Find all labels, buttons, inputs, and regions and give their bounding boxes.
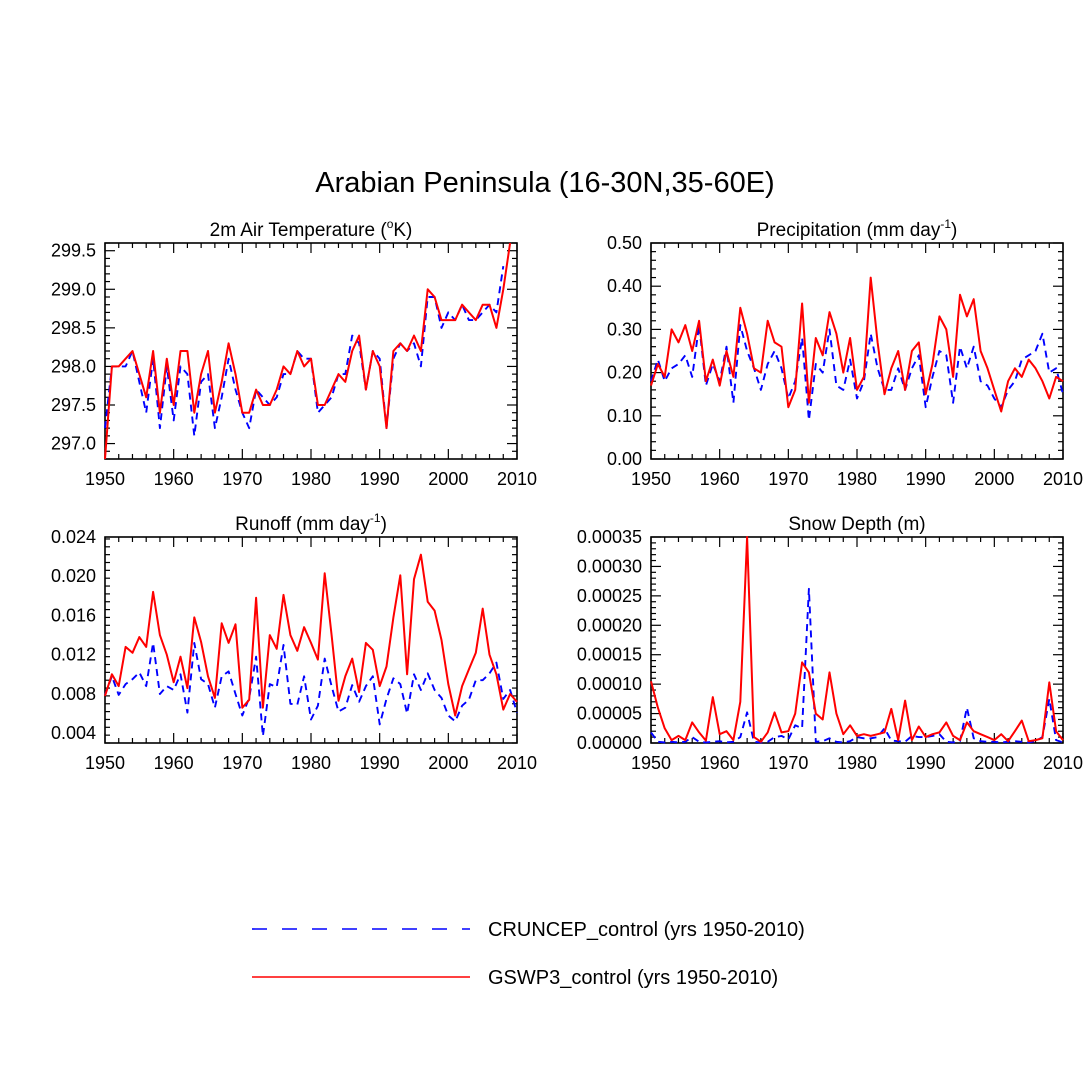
air-temperature-title: 2m Air Temperature (oK) [210,217,413,241]
snow-depth-xtick-label: 2000 [974,753,1014,773]
air-temperature-ytick-label: 297.0 [51,434,96,454]
air-temperature-ytick-label: 298.5 [51,318,96,338]
snow-depth-xtick-label: 1960 [700,753,740,773]
snow-depth-ytick-label: 0.00030 [577,556,642,576]
air-temperature-xtick-label: 2000 [428,469,468,489]
precipitation-xtick-label: 1980 [837,469,877,489]
snow-depth-ytick-label: 0.00000 [577,733,642,753]
panel-snow-depth: Snow Depth (m) 1950 1960 1970 1980 1990 2000 20… [577,514,1083,773]
air-temperature-xtick-label: 1960 [154,469,194,489]
runoff-series-gswp3 [104,553,518,717]
air-temperature-ytick-label: 299.0 [51,279,96,299]
precipitation-ytick-label: 0.30 [607,319,642,339]
runoff-ytick-label: 0.008 [51,684,96,704]
precipitation-xtick-label: 1990 [906,469,946,489]
snow-depth-ytick-label: 0.00010 [577,674,642,694]
snow-depth-ytick-label: 0.00035 [577,527,642,547]
air-temperature-ytick-label: 299.5 [51,241,96,261]
runoff-xtick-label: 1950 [85,753,125,773]
air-temperature-plot-frame [104,242,518,460]
precipitation-ytick-label: 0.00 [607,449,642,469]
panel-air-temperature: 2m Air Temperature (oK) 1950 1960 1970 1980 1… [51,217,537,489]
runoff-ytick-label: 0.024 [51,527,96,547]
figure-title: Arabian Peninsula (16-30N,35-60E) [315,167,774,199]
snow-depth-series-cruncep [650,587,1064,744]
precipitation-ytick-label: 0.10 [607,406,642,426]
runoff-series-cruncep [104,641,518,738]
snow-depth-ytick-label: 0.00025 [577,586,642,606]
runoff-ytick-label: 0.020 [51,566,96,586]
runoff-title: Runoff (mm day-1) [235,511,387,535]
air-temperature-series-cruncep [104,265,505,437]
precipitation-xtick-label: 2010 [1043,469,1083,489]
snow-depth-plot-frame [650,536,1064,744]
precipitation-series-gswp3 [650,276,1064,413]
snow-depth-xtick-label: 1990 [906,753,946,773]
precipitation-plot-frame [650,242,1064,460]
legend-cruncep-label: CRUNCEP_control (yrs 1950-2010) [488,919,805,941]
snow-depth-xtick-label: 1970 [768,753,808,773]
runoff-xtick-label: 2000 [428,753,468,773]
precipitation-ytick-label: 0.50 [607,233,642,253]
air-temperature-xtick-label: 1990 [360,469,400,489]
precipitation-series-cruncep [650,324,1064,422]
panel-runoff: Runoff (mm day-1) 1950 1960 1970 1980 1990 200… [51,511,537,773]
snow-depth-ytick-label: 0.00020 [577,615,642,635]
precipitation-ytick-label: 0.40 [607,276,642,296]
precipitation-title: Precipitation (mm day-1) [757,217,958,241]
snow-depth-ytick-label: 0.00015 [577,645,642,665]
runoff-xtick-label: 1990 [360,753,400,773]
runoff-xtick-label: 2010 [497,753,537,773]
panel-precipitation: Precipitation (mm day-1) 1950 1960 1970 1980… [607,217,1083,489]
runoff-xtick-label: 1970 [222,753,262,773]
air-temperature-xtick-label: 1980 [291,469,331,489]
air-temperature-xtick-label: 1950 [85,469,125,489]
air-temperature-xtick-label: 1970 [222,469,262,489]
precipitation-xtick-label: 1970 [768,469,808,489]
snow-depth-title: Snow Depth (m) [788,514,925,535]
precipitation-ytick-label: 0.20 [607,363,642,383]
snow-depth-ytick-label: 0.00005 [577,704,642,724]
runoff-ytick-label: 0.016 [51,605,96,625]
air-temperature-ytick-label: 297.5 [51,395,96,415]
precipitation-xtick-label: 1960 [700,469,740,489]
snow-depth-xtick-label: 1980 [837,753,877,773]
air-temperature-series-gswp3 [104,242,512,460]
runoff-xtick-label: 1960 [154,753,194,773]
runoff-ytick-label: 0.012 [51,645,96,665]
snow-depth-xtick-label: 2010 [1043,753,1083,773]
air-temperature-ytick-label: 298.0 [51,356,96,376]
snow-depth-series-gswp3 [650,536,1064,743]
legend-gswp3-label: GSWP3_control (yrs 1950-2010) [488,967,778,989]
precipitation-xtick-label: 2000 [974,469,1014,489]
air-temperature-xtick-label: 2010 [497,469,537,489]
precipitation-xtick-label: 1950 [631,469,671,489]
snow-depth-xtick-label: 1950 [631,753,671,773]
runoff-xtick-label: 1980 [291,753,331,773]
runoff-ytick-label: 0.004 [51,723,96,743]
legend: CRUNCEP_control (yrs 1950-2010) GSWP3_co… [252,919,805,989]
